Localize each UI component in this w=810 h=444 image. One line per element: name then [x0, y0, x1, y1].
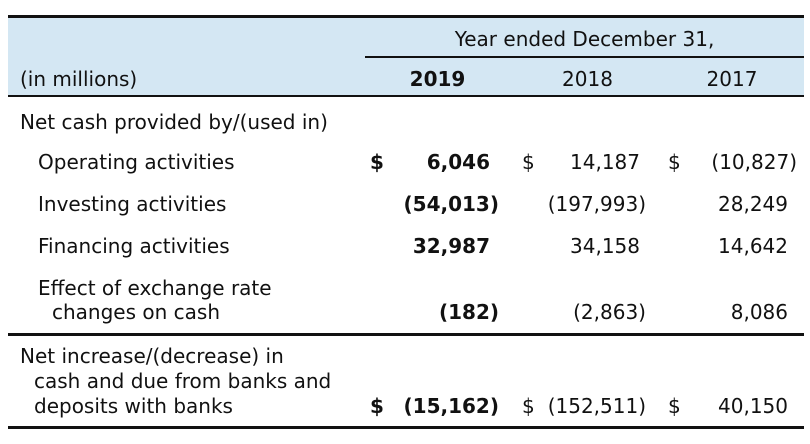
row-label: Effect of exchange rate	[38, 276, 272, 300]
year-caption-underline	[365, 56, 804, 58]
cell-2017: 14,642	[718, 234, 788, 258]
cell-2017: 28,249	[718, 192, 788, 216]
top-rule	[8, 15, 804, 18]
total-label: Net increase/(decrease) in	[20, 344, 284, 368]
cell-2019: (54,013)	[403, 192, 499, 216]
cell-2018: 14,187	[570, 150, 640, 174]
cell-2018: 34,158	[570, 234, 640, 258]
subtotal-rule	[8, 333, 804, 336]
currency-symbol: $	[522, 394, 535, 418]
currency-symbol: $	[370, 394, 384, 418]
year-header-2018: 2018	[562, 67, 613, 91]
currency-symbol: $	[668, 150, 681, 174]
cell-2018: (197,993)	[547, 192, 646, 216]
total-label-continued: deposits with banks	[34, 394, 233, 418]
currency-symbol: $	[522, 150, 535, 174]
row-label-continued: changes on cash	[52, 300, 220, 324]
currency-symbol: $	[668, 394, 681, 418]
cell-2019: 6,046	[426, 150, 490, 174]
year-header-2019: 2019	[409, 67, 466, 91]
cell-2018: (2,863)	[573, 300, 646, 324]
period-caption: Year ended December 31,	[454, 27, 715, 51]
currency-symbol: $	[370, 150, 384, 174]
cell-2017: 40,150	[718, 394, 788, 418]
row-label: Investing activities	[38, 192, 227, 216]
header-bottom-rule	[8, 95, 804, 97]
row-label: Operating activities	[38, 150, 235, 174]
cell-2019: 32,987	[412, 234, 490, 258]
cell-2019: (15,162)	[403, 394, 499, 418]
cell-2018: (152,511)	[547, 394, 646, 418]
cell-2017: (10,827)	[711, 150, 797, 174]
section-label: Net cash provided by/(used in)	[20, 110, 328, 134]
bottom-rule	[8, 426, 804, 429]
total-label-continued: cash and due from banks and	[34, 369, 332, 393]
cell-2017: 8,086	[730, 300, 788, 324]
row-label: Financing activities	[38, 234, 230, 258]
cell-2019: (182)	[438, 300, 499, 324]
units-label: (in millions)	[20, 67, 138, 91]
year-header-2017: 2017	[706, 67, 758, 91]
